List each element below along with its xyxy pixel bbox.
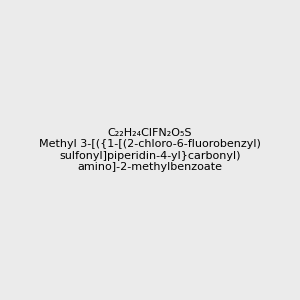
Text: C₂₂H₂₄ClFN₂O₅S
Methyl 3-[({1-[(2-chloro-6-fluorobenzyl)
sulfonyl]piperidin-4-yl}: C₂₂H₂₄ClFN₂O₅S Methyl 3-[({1-[(2-chloro-…	[39, 128, 261, 172]
